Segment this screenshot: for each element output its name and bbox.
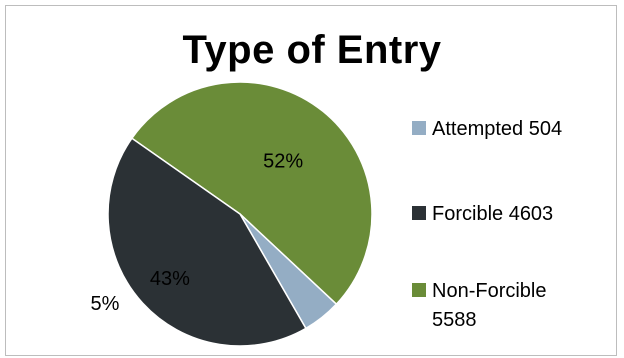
pie-slice-forcible bbox=[107, 137, 307, 347]
data-label-non-forcible: 52% bbox=[263, 151, 303, 173]
legend-label: Non-Forcible 5588 bbox=[432, 280, 547, 331]
legend-label: Forcible 4603 bbox=[432, 203, 554, 225]
pie-slice-non-forcible bbox=[130, 81, 373, 306]
legend-label: Attempted 504 bbox=[432, 118, 563, 140]
data-label-attempted: 5% bbox=[91, 293, 120, 315]
legend-item-attempted: Attempted 504 bbox=[412, 115, 602, 144]
legend-item-forcible: Forcible 4603 bbox=[412, 200, 602, 229]
data-label-forcible: 43% bbox=[150, 268, 190, 290]
legend-item-non-forcible: Non-Forcible 5588 bbox=[412, 277, 582, 335]
legend-swatch bbox=[412, 121, 426, 135]
chart-title: Type of Entry bbox=[182, 28, 442, 72]
legend-swatch bbox=[412, 283, 426, 297]
legend-swatch bbox=[412, 206, 426, 220]
